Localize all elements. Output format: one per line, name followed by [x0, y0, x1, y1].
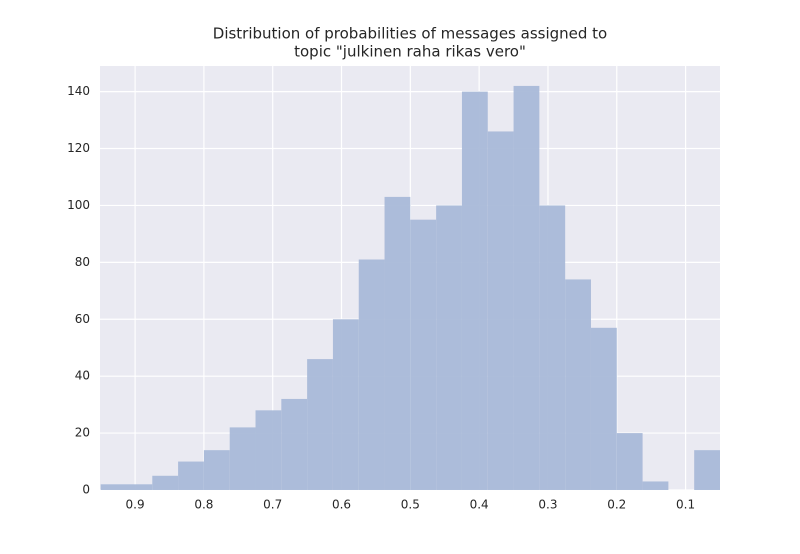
bar	[255, 410, 282, 490]
y-tick-label: 100	[67, 198, 90, 212]
bar	[152, 475, 179, 490]
x-tick-label: 0.1	[676, 498, 695, 512]
bar	[203, 450, 230, 490]
bar	[565, 279, 591, 490]
y-tick-label: 140	[67, 84, 90, 98]
chart-title: topic "julkinen raha rikas vero"	[294, 43, 526, 61]
bar	[410, 219, 437, 490]
bar	[281, 398, 308, 490]
bar	[590, 327, 617, 490]
bar	[332, 319, 359, 490]
bar	[513, 85, 540, 490]
x-tick-label: 0.5	[401, 498, 420, 512]
x-tick-label: 0.8	[194, 498, 213, 512]
y-tick-label: 20	[75, 426, 90, 440]
y-tick-label: 60	[75, 312, 90, 326]
y-tick-label: 120	[67, 141, 90, 155]
y-tick-label: 40	[75, 369, 90, 383]
bar	[487, 131, 514, 491]
bar	[307, 359, 333, 490]
chart-title: Distribution of probabilities of message…	[213, 25, 607, 43]
bar	[358, 259, 385, 490]
bar	[642, 481, 669, 490]
bar	[384, 196, 411, 490]
bar	[436, 205, 462, 490]
bar	[178, 461, 204, 490]
y-tick-label: 0	[82, 483, 90, 497]
bar	[539, 205, 566, 490]
bar	[616, 433, 643, 490]
bar	[126, 484, 153, 490]
x-tick-label: 0.4	[470, 498, 489, 512]
bar	[100, 484, 127, 490]
x-tick-label: 0.6	[332, 498, 351, 512]
x-tick-label: 0.3	[538, 498, 557, 512]
y-tick-label: 80	[75, 255, 90, 269]
bar	[229, 427, 256, 490]
bar	[461, 91, 488, 490]
x-tick-label: 0.2	[607, 498, 626, 512]
x-tick-label: 0.7	[263, 498, 282, 512]
bar	[694, 450, 720, 490]
x-tick-label: 0.9	[126, 498, 145, 512]
